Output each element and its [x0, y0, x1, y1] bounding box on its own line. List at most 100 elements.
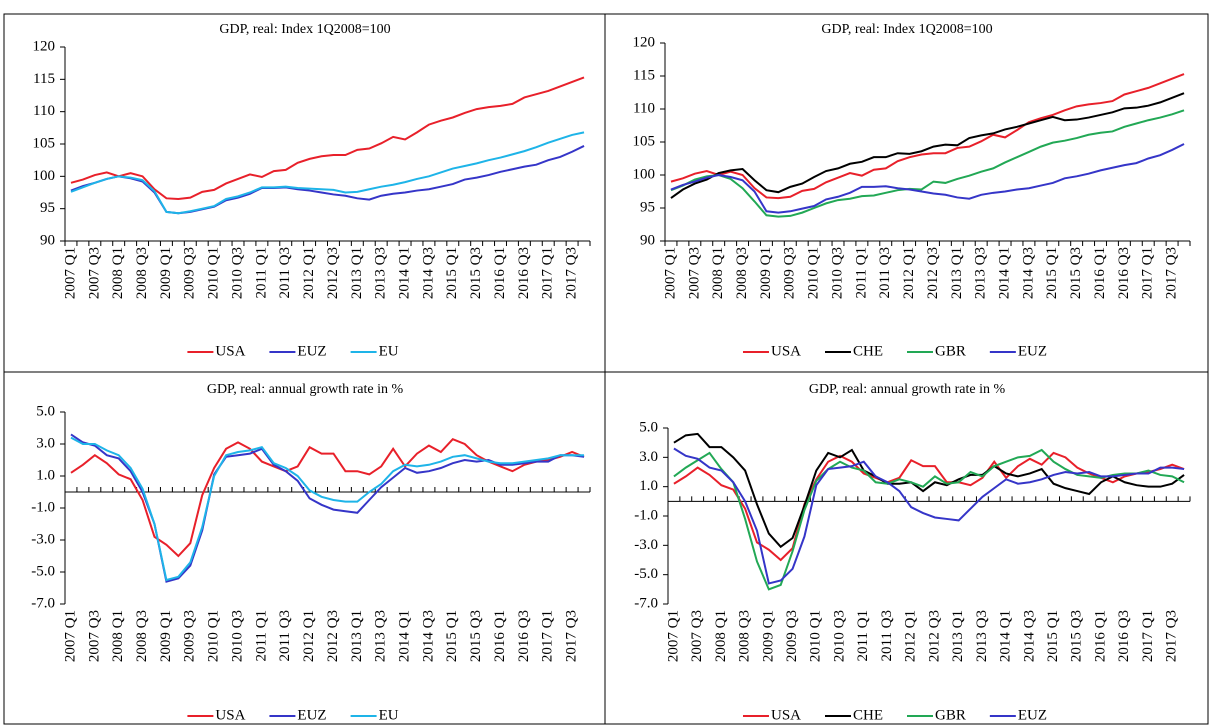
- x-tick-label: 2009 Q1: [760, 610, 776, 662]
- panel-border: [3, 371, 606, 725]
- x-tick-label: 2008 Q1: [713, 610, 729, 662]
- y-tick-label: 1.0: [639, 478, 658, 494]
- x-tick-label: 2013 Q3: [973, 247, 989, 299]
- y-tick-label: 90: [40, 232, 55, 248]
- series-line: [70, 433, 585, 583]
- x-tick-label: 2016 Q1: [492, 610, 508, 662]
- y-tick-label: 100: [33, 168, 56, 184]
- x-tick-label: 2015 Q1: [444, 247, 460, 299]
- x-tick-label: 2015 Q1: [1044, 247, 1060, 299]
- y-tick-label: 90: [640, 232, 655, 248]
- x-tick-label: 2013 Q1: [349, 610, 365, 662]
- series-line: [670, 73, 1185, 200]
- x-tick-label: 2012 Q3: [925, 247, 941, 299]
- x-tick-label: 2012 Q1: [301, 247, 317, 299]
- legend-label: EUZ: [297, 707, 326, 723]
- x-tick-label: 2007 Q1: [665, 610, 681, 662]
- y-tick-label: 110: [633, 100, 655, 116]
- x-tick-label: 2014 Q1: [396, 610, 412, 662]
- chart-title: GDP, real: annual growth rate in %: [809, 382, 1006, 397]
- y-tick-label: -1.0: [31, 499, 55, 515]
- x-tick-label: 2010 Q1: [806, 247, 822, 299]
- x-tick-label: 2011 Q1: [253, 247, 269, 299]
- panel-border: [604, 13, 1209, 373]
- x-tick-label: 2015 Q3: [468, 247, 484, 299]
- y-tick-label: 105: [33, 135, 56, 151]
- series-line: [70, 76, 585, 200]
- y-tick-label: -5.0: [31, 563, 55, 579]
- x-tick-label: 2013 Q3: [373, 610, 389, 662]
- x-tick-label: 2013 Q1: [949, 247, 965, 299]
- x-tick-label: 2017 Q3: [564, 247, 580, 299]
- x-tick-label: 2008 Q1: [710, 247, 726, 299]
- legend-label: EU: [379, 707, 399, 723]
- x-tick-label: 2017 Q1: [1140, 247, 1156, 299]
- x-tick-label: 2007 Q3: [86, 610, 102, 662]
- y-tick-label: -5.0: [634, 566, 658, 582]
- chart-title: GDP, real: Index 1Q2008=100: [821, 22, 992, 37]
- x-tick-label: 2014 Q3: [1020, 247, 1036, 299]
- x-tick-label: 2010 Q3: [829, 247, 845, 299]
- x-tick-label: 2008 Q3: [134, 247, 150, 299]
- chart-title: GDP, real: Index 1Q2008=100: [219, 22, 390, 37]
- x-tick-label: 2008 Q1: [110, 610, 126, 662]
- legend-label: CHE: [853, 343, 883, 359]
- chart-title: GDP, real: annual growth rate in %: [207, 382, 404, 397]
- x-tick-label: 2012 Q1: [901, 247, 917, 299]
- x-tick-label: 2015 Q3: [468, 610, 484, 662]
- x-tick-label: 2012 Q1: [301, 610, 317, 662]
- y-tick-label: 110: [33, 103, 55, 119]
- x-tick-label: 2008 Q1: [110, 247, 126, 299]
- x-tick-label: 2014 Q1: [998, 610, 1014, 662]
- x-tick-label: 2007 Q3: [86, 247, 102, 299]
- series-line: [673, 432, 1185, 549]
- x-tick-label: 2011 Q3: [879, 610, 895, 662]
- x-tick-label: 2009 Q1: [758, 247, 774, 299]
- x-tick-label: 2010 Q1: [206, 610, 222, 662]
- legend-label: USA: [771, 343, 801, 359]
- y-tick-label: -3.0: [634, 537, 658, 553]
- panel-border: [604, 371, 1209, 725]
- x-tick-label: 2010 Q3: [229, 247, 245, 299]
- y-tick-label: 115: [633, 67, 655, 83]
- x-tick-label: 2014 Q1: [996, 247, 1012, 299]
- panel-border: [3, 13, 606, 373]
- x-tick-label: 2009 Q3: [782, 247, 798, 299]
- legend-label: USA: [215, 343, 245, 359]
- x-tick-label: 2017 Q3: [1164, 247, 1180, 299]
- y-tick-label: -1.0: [634, 507, 658, 523]
- x-tick-label: 2012 Q3: [325, 610, 341, 662]
- y-tick-label: 95: [40, 200, 55, 216]
- x-tick-label: 2012 Q1: [903, 610, 919, 662]
- series-line: [70, 436, 585, 582]
- y-tick-label: 120: [33, 38, 56, 54]
- x-tick-label: 2010 Q1: [808, 610, 824, 662]
- x-tick-label: 2012 Q3: [926, 610, 942, 662]
- x-tick-label: 2009 Q1: [158, 247, 174, 299]
- legend-label: EUZ: [1018, 707, 1047, 723]
- legend-label: EUZ: [1018, 343, 1047, 359]
- x-tick-label: 2017 Q3: [564, 610, 580, 662]
- x-tick-label: 2008 Q3: [737, 610, 753, 662]
- x-tick-label: 2015 Q3: [1068, 247, 1084, 299]
- y-tick-label: 3.0: [639, 449, 658, 465]
- x-tick-label: 2017 Q1: [540, 610, 556, 662]
- x-tick-label: 2016 Q1: [1092, 610, 1108, 662]
- series-line: [673, 448, 1185, 591]
- x-tick-label: 2007 Q1: [62, 610, 78, 662]
- x-tick-label: 2017 Q1: [1140, 610, 1156, 662]
- x-tick-label: 2011 Q3: [277, 610, 293, 662]
- x-tick-label: 2010 Q1: [206, 247, 222, 299]
- series-line: [673, 451, 1185, 562]
- x-tick-label: 2009 Q3: [182, 610, 198, 662]
- y-tick-label: 1.0: [36, 467, 55, 483]
- x-tick-label: 2012 Q3: [325, 247, 341, 299]
- x-tick-label: 2007 Q1: [662, 247, 678, 299]
- x-tick-label: 2013 Q3: [974, 610, 990, 662]
- x-tick-label: 2016 Q3: [1116, 610, 1132, 662]
- legend-label: USA: [215, 707, 245, 723]
- legend-label: GBR: [935, 343, 966, 359]
- y-tick-label: -3.0: [31, 531, 55, 547]
- series-line: [673, 447, 1185, 585]
- x-tick-label: 2014 Q1: [396, 247, 412, 299]
